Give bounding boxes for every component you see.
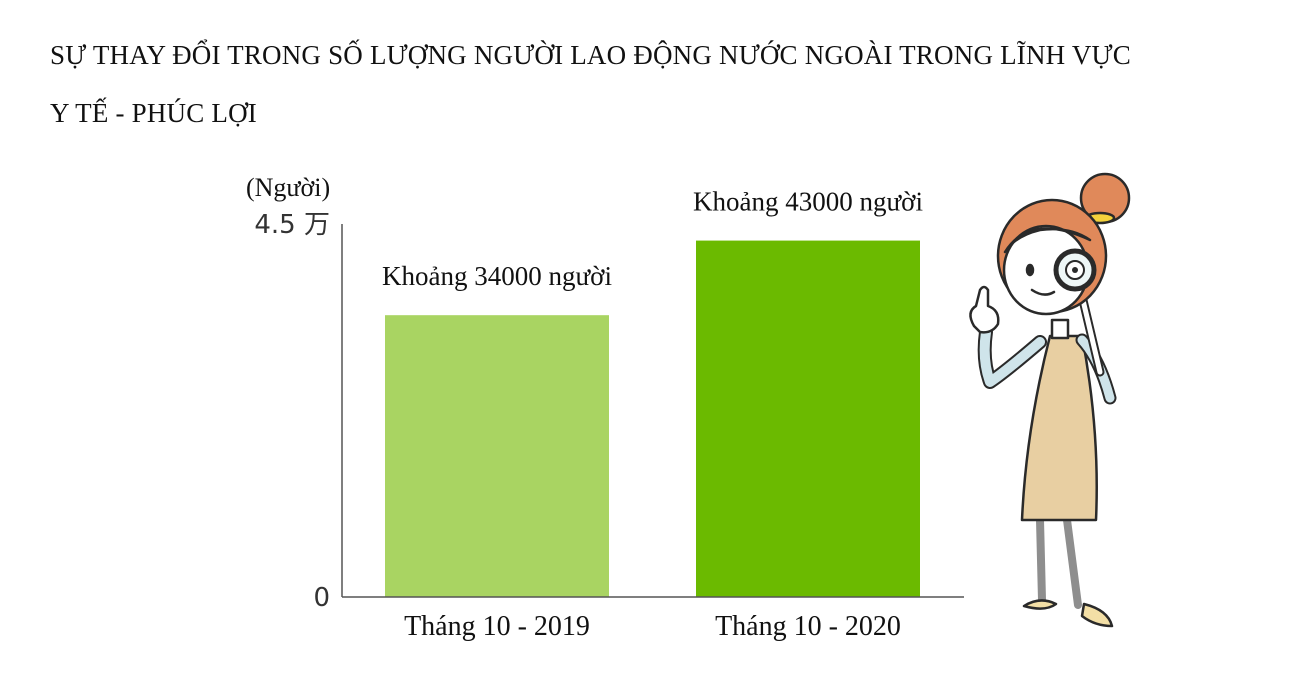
bar-data-label-1: Khoảng 43000 người [693,187,923,217]
woman-with-magnifying-glass-illustration [969,172,1131,628]
y-tick-label-0: 0 [313,583,330,613]
y-tick-label-1: 4.5 万 [254,210,330,240]
illustration-eye [1025,263,1035,277]
illustration-shoe-right [1080,602,1114,628]
illustration-leg-right [1063,516,1082,609]
page-title: SỰ THAY ĐỔI TRONG SỐ LƯỢNG NGƯỜI LAO ĐỘN… [50,26,1270,142]
illustration-dress [1020,334,1098,522]
illustration-hand-pointing [969,285,1000,334]
illustration-smile [1030,288,1056,296]
bar-0 [385,315,609,597]
bar-data-label-0: Khoảng 34000 người [382,261,612,291]
title-line-1: SỰ THAY ĐỔI TRONG SỐ LƯỢNG NGƯỜI LAO ĐỘN… [50,40,1131,70]
illustration-shoe-left [1022,599,1058,610]
illustration-leg-left [1036,516,1046,604]
x-tick-label-1: Tháng 10 - 2020 [715,611,901,642]
bar-1 [696,240,920,598]
x-tick-label-0: Tháng 10 - 2019 [404,611,590,642]
title-line-2: Y TẾ - PHÚC LỢI [50,98,257,128]
y-axis-unit-label: (Người) [246,173,330,202]
